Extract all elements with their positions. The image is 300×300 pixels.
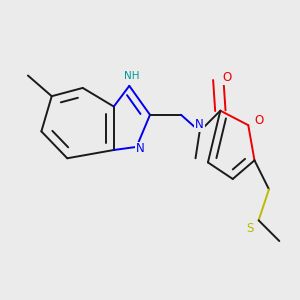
Text: S: S xyxy=(247,222,254,235)
Text: NH: NH xyxy=(124,70,139,80)
Text: O: O xyxy=(222,71,231,84)
Text: O: O xyxy=(254,113,263,127)
Text: N: N xyxy=(195,118,204,130)
Text: N: N xyxy=(136,142,145,155)
